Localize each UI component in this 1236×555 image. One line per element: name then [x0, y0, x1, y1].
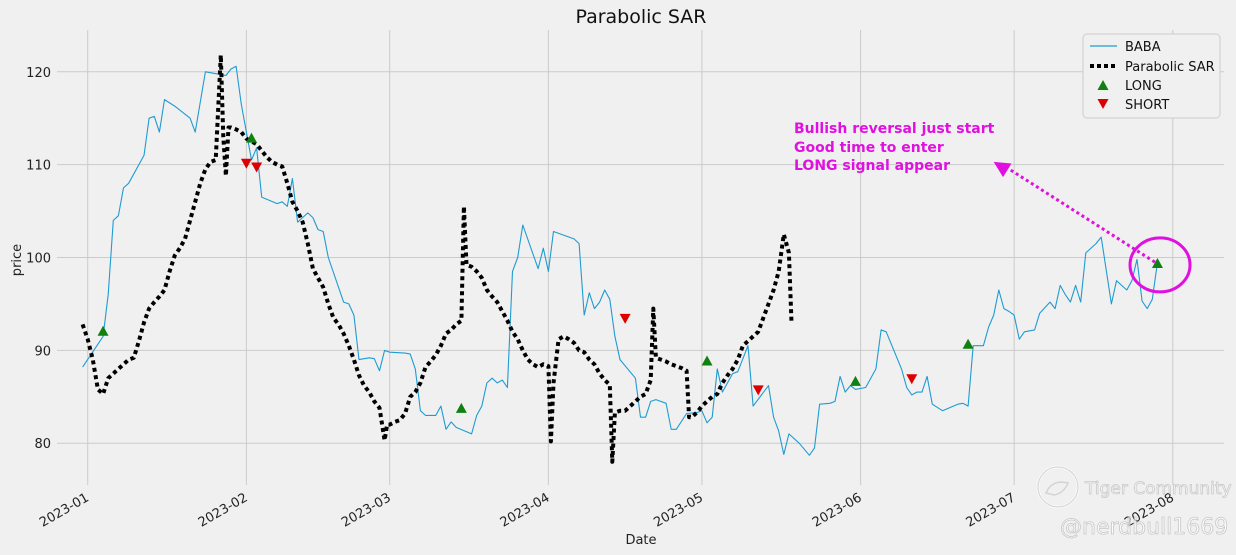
marker-short	[906, 374, 918, 385]
grid	[57, 30, 1224, 485]
tiger-logo-icon	[1036, 465, 1080, 509]
marker-long	[246, 132, 257, 143]
x-axis-label: Date	[625, 533, 656, 548]
legend-label-short: SHORT	[1125, 98, 1169, 113]
marker-long	[849, 375, 861, 386]
y-tick-label: 90	[34, 344, 51, 359]
y-axis-label: price	[10, 244, 25, 276]
marker-short	[251, 162, 263, 173]
annotation-line-1: Bullish reversal just start	[794, 121, 995, 137]
annotation-circle	[1128, 236, 1192, 294]
y-tick-label: 120	[26, 66, 51, 81]
watermark-handle: @nerdbull1669	[1060, 515, 1228, 540]
legend-label-baba: BABA	[1125, 40, 1161, 55]
marker-long	[455, 402, 467, 413]
marker-layer	[97, 132, 1163, 413]
watermark: Tiger Community @nerdbull1669	[1036, 465, 1232, 540]
annotation-arrowhead	[993, 161, 1012, 178]
marker-short	[752, 385, 764, 396]
watermark-brand: Tiger Community	[1084, 479, 1232, 499]
legend: BABA Parabolic SAR LONG SHORT	[1082, 33, 1221, 119]
legend-frame	[1082, 33, 1221, 119]
chart-title: Parabolic SAR	[575, 6, 706, 28]
y-tick-label: 100	[26, 252, 51, 267]
legend-swatch-long	[1097, 80, 1109, 90]
annotation: Bullish reversal just start Good time to…	[794, 121, 1192, 294]
annotation-line-3: LONG signal appear	[794, 158, 950, 174]
marker-long	[701, 355, 713, 366]
y-tick-label: 110	[26, 159, 51, 174]
y-tick-label: 80	[34, 437, 51, 452]
marker-long	[97, 325, 109, 336]
marker-short	[619, 313, 631, 324]
annotation-line-2: Good time to enter	[794, 140, 944, 156]
legend-swatch-short	[1097, 99, 1109, 109]
series-parabolic-sar	[80, 53, 794, 464]
legend-label-psar: Parabolic SAR	[1125, 60, 1215, 75]
legend-label-long: LONG	[1125, 79, 1162, 94]
series-layer	[80, 53, 1159, 464]
marker-long	[962, 338, 974, 349]
marker-long	[1151, 258, 1163, 268]
marker-short	[240, 158, 252, 169]
y-tick-labels: 80 90 100 110 120	[26, 66, 51, 452]
